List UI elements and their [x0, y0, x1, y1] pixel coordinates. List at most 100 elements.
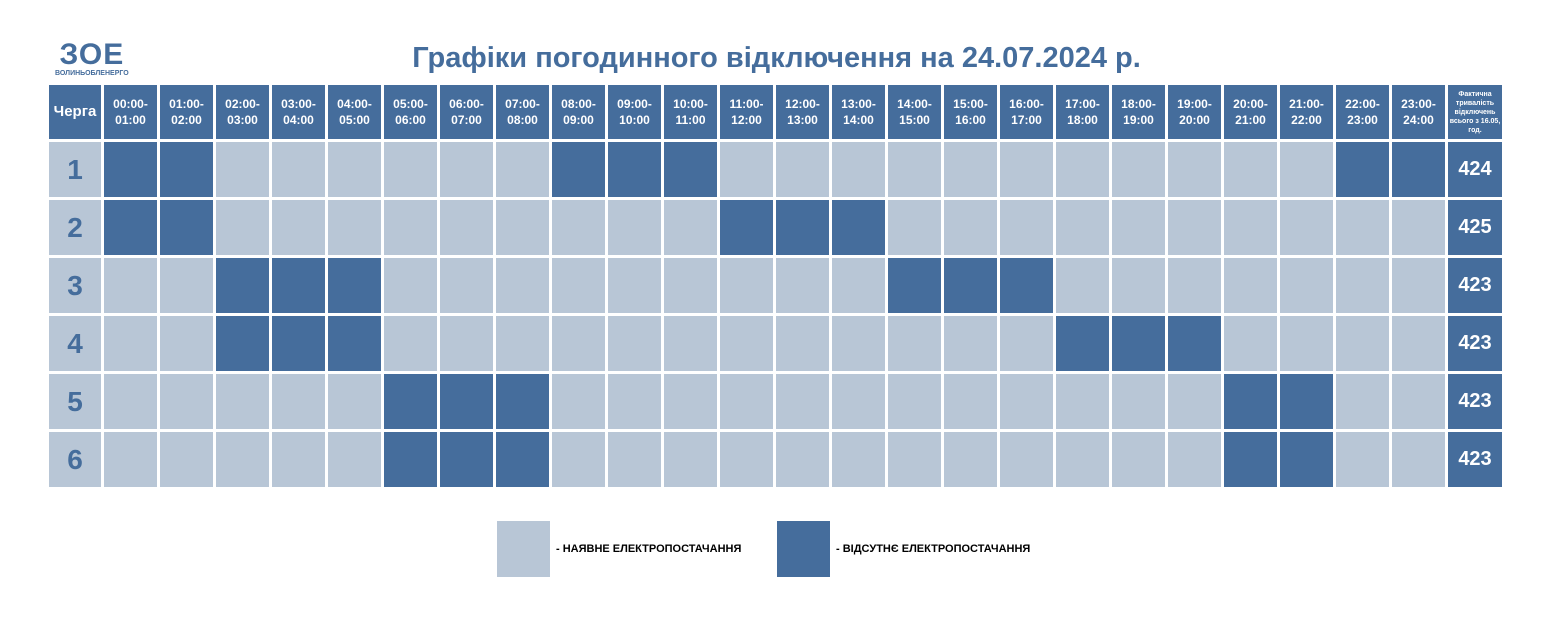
- hour-header: 15:00- 16:00: [944, 85, 997, 139]
- hour-cell: [832, 374, 885, 429]
- hour-cell: [160, 316, 213, 371]
- hour-cell: [328, 142, 381, 197]
- hour-cell: [720, 258, 773, 313]
- hour-cell: [384, 258, 437, 313]
- hour-cell: [832, 258, 885, 313]
- hour-cell: [1280, 200, 1333, 255]
- hour-header: 18:00- 19:00: [1112, 85, 1165, 139]
- queue-row: 2 425: [49, 200, 1502, 255]
- hour-cell: [384, 316, 437, 371]
- hour-to: 14:00: [843, 113, 874, 127]
- hour-cell: [1000, 374, 1053, 429]
- hour-cell: [1000, 432, 1053, 487]
- hour-from: 11:00-: [729, 97, 764, 111]
- hour-to: 01:00: [115, 113, 146, 127]
- hour-cell: [1336, 258, 1389, 313]
- hour-cell: [664, 432, 717, 487]
- hour-cell: [720, 432, 773, 487]
- hour-cell: [160, 200, 213, 255]
- hour-cell: [664, 258, 717, 313]
- hour-from: 00:00-: [113, 97, 148, 111]
- logo-name: ВОЛИНЬОБЛЕНЕРГО: [55, 70, 129, 77]
- hour-cell: [440, 374, 493, 429]
- total-hours: 424: [1448, 142, 1502, 197]
- hour-to: 03:00: [227, 113, 258, 127]
- hour-cell: [496, 316, 549, 371]
- hour-cell: [384, 200, 437, 255]
- hour-header: 14:00- 15:00: [888, 85, 941, 139]
- hour-cell: [104, 142, 157, 197]
- hour-cell: [1112, 432, 1165, 487]
- hour-header: 03:00- 04:00: [272, 85, 325, 139]
- queue-number: 5: [49, 374, 101, 429]
- hour-cell: [1392, 316, 1445, 371]
- hour-from: 19:00-: [1177, 97, 1212, 111]
- hour-cell: [720, 142, 773, 197]
- hour-cell: [1224, 316, 1277, 371]
- hour-from: 22:00-: [1345, 97, 1380, 111]
- hour-to: 22:00: [1291, 113, 1322, 127]
- hour-to: 10:00: [619, 113, 650, 127]
- hour-from: 09:00-: [617, 97, 652, 111]
- hour-cell: [776, 432, 829, 487]
- hour-cell: [944, 200, 997, 255]
- hour-cell: [160, 432, 213, 487]
- hour-header: 05:00- 06:00: [384, 85, 437, 139]
- hour-cell: [888, 200, 941, 255]
- hour-cell: [944, 258, 997, 313]
- hour-from: 21:00-: [1289, 97, 1324, 111]
- hour-to: 13:00: [787, 113, 818, 127]
- legend-swatch-off: [777, 521, 830, 577]
- hour-cell: [1280, 316, 1333, 371]
- hour-to: 02:00: [171, 113, 202, 127]
- hour-cell: [1056, 142, 1109, 197]
- hour-cell: [1168, 374, 1221, 429]
- hour-cell: [1168, 316, 1221, 371]
- hour-cell: [1392, 374, 1445, 429]
- hour-cell: [1056, 258, 1109, 313]
- hour-cell: [1168, 142, 1221, 197]
- hour-header: 10:00- 11:00: [664, 85, 717, 139]
- hour-to: 04:00: [283, 113, 314, 127]
- hour-to: 05:00: [339, 113, 370, 127]
- hour-from: 08:00-: [561, 97, 596, 111]
- hour-cell: [1392, 432, 1445, 487]
- hour-cell: [216, 432, 269, 487]
- hour-cell: [1336, 316, 1389, 371]
- hour-cell: [1392, 200, 1445, 255]
- hour-cell: [1280, 374, 1333, 429]
- hour-to: 24:00: [1403, 113, 1434, 127]
- hour-cell: [216, 316, 269, 371]
- hour-from: 01:00-: [169, 97, 204, 111]
- hour-cell: [1168, 432, 1221, 487]
- hour-cell: [1168, 200, 1221, 255]
- hour-header: 19:00- 20:00: [1168, 85, 1221, 139]
- hour-cell: [216, 142, 269, 197]
- hour-to: 15:00: [899, 113, 930, 127]
- hour-cell: [608, 432, 661, 487]
- hour-cell: [1336, 374, 1389, 429]
- hour-from: 14:00-: [897, 97, 932, 111]
- hour-cell: [888, 432, 941, 487]
- legend-text-on: - НАЯВНЕ ЕЛЕКТРОПОСТАЧАННЯ: [556, 543, 742, 555]
- hour-cell: [664, 316, 717, 371]
- hour-header: 20:00- 21:00: [1224, 85, 1277, 139]
- hour-cell: [1000, 200, 1053, 255]
- hour-cell: [552, 316, 605, 371]
- hour-cell: [1392, 142, 1445, 197]
- hour-cell: [1056, 432, 1109, 487]
- hour-to: 16:00: [955, 113, 986, 127]
- hour-cell: [664, 200, 717, 255]
- queue-header: Черга: [49, 85, 101, 139]
- total-hours: 423: [1448, 258, 1502, 313]
- hour-cell: [1112, 374, 1165, 429]
- queue-row: 5 423: [49, 374, 1502, 429]
- hour-cell: [608, 374, 661, 429]
- legend-text-off: - ВІДСУТНЄ ЕЛЕКТРОПОСТАЧАННЯ: [836, 543, 1031, 555]
- hour-cell: [776, 374, 829, 429]
- hour-header: 23:00- 24:00: [1392, 85, 1445, 139]
- hour-from: 10:00-: [673, 97, 708, 111]
- hour-cell: [888, 374, 941, 429]
- total-hours: 423: [1448, 374, 1502, 429]
- hour-header: 09:00- 10:00: [608, 85, 661, 139]
